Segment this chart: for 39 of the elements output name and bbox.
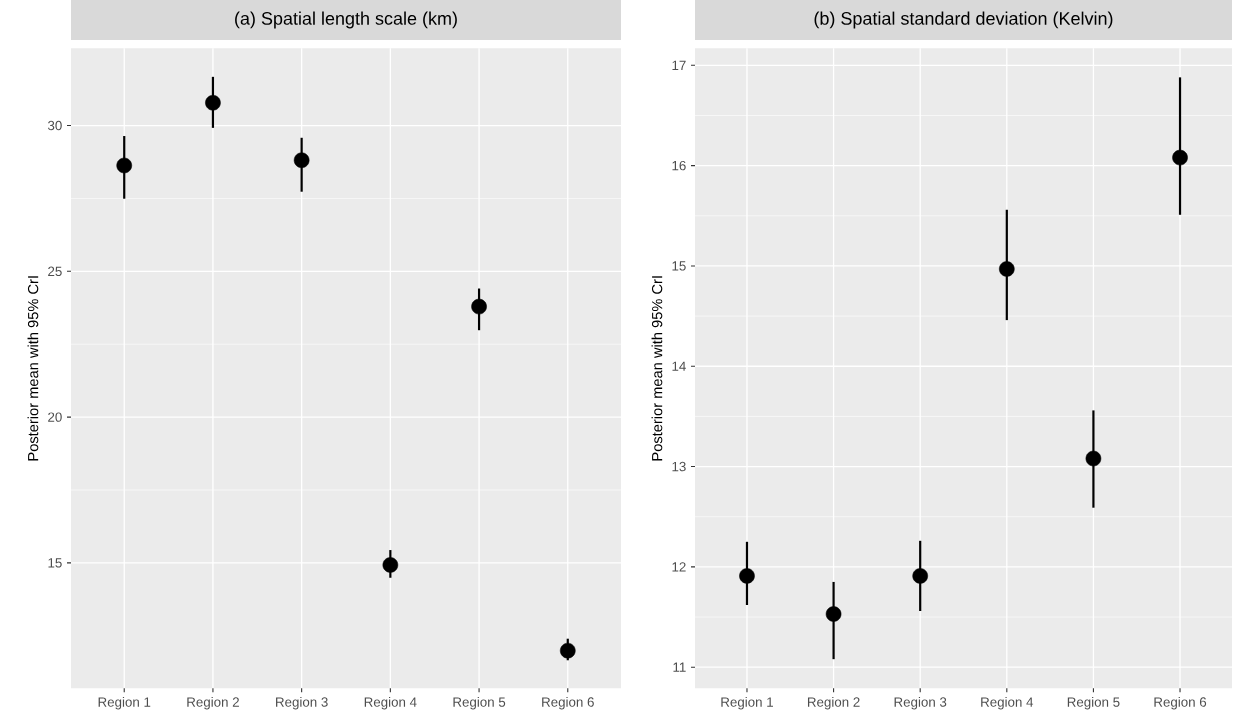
y-axis-title: Posterior mean with 95% CrI bbox=[27, 276, 39, 461]
x-tick-label: Region 2 bbox=[187, 696, 239, 710]
y-tick-label: 15 bbox=[48, 558, 62, 568]
y-tick-label: 20 bbox=[48, 412, 62, 422]
x-tick-label: Region 6 bbox=[1154, 696, 1207, 710]
x-tick-label: Region 1 bbox=[721, 696, 773, 710]
y-tick-label: 13 bbox=[672, 461, 686, 472]
y-axis-title: Posterior mean with 95% CrI bbox=[651, 276, 663, 461]
point bbox=[912, 568, 928, 584]
point bbox=[471, 298, 487, 315]
x-tick-label: Region 4 bbox=[981, 696, 1034, 710]
y-tick-label: 30 bbox=[47, 120, 62, 131]
y-tick-label: 16 bbox=[672, 160, 686, 171]
point bbox=[739, 568, 755, 584]
point bbox=[825, 606, 842, 622]
point bbox=[999, 261, 1015, 277]
x-tick-label: Region 3 bbox=[894, 696, 947, 710]
chart-title: (a) Spatial length scale (km) bbox=[235, 11, 457, 29]
chart-title: (b) Spatial standard deviation (Kelvin) bbox=[814, 11, 1113, 29]
x-tick-label: Region 1 bbox=[98, 696, 151, 710]
x-tick-label: Region 6 bbox=[542, 696, 594, 710]
y-tick-label: 14 bbox=[672, 361, 686, 371]
point bbox=[293, 152, 310, 168]
point bbox=[205, 94, 221, 111]
point bbox=[116, 157, 132, 174]
x-tick-label: Region 5 bbox=[1067, 696, 1120, 710]
y-tick-label: 11 bbox=[673, 662, 686, 672]
point bbox=[560, 642, 576, 659]
y-tick-label: 25 bbox=[48, 266, 62, 276]
x-tick-label: Region 4 bbox=[364, 696, 417, 710]
point bbox=[382, 557, 399, 573]
point bbox=[1085, 450, 1102, 467]
y-tick-label: 17 bbox=[672, 60, 686, 70]
point bbox=[1172, 149, 1188, 166]
x-tick-label: Region 5 bbox=[453, 696, 506, 710]
x-tick-label: Region 2 bbox=[807, 696, 860, 710]
x-tick-label: Region 3 bbox=[276, 696, 328, 710]
y-tick-label: 15 bbox=[672, 261, 686, 271]
y-tick-label: 12 bbox=[672, 562, 686, 572]
